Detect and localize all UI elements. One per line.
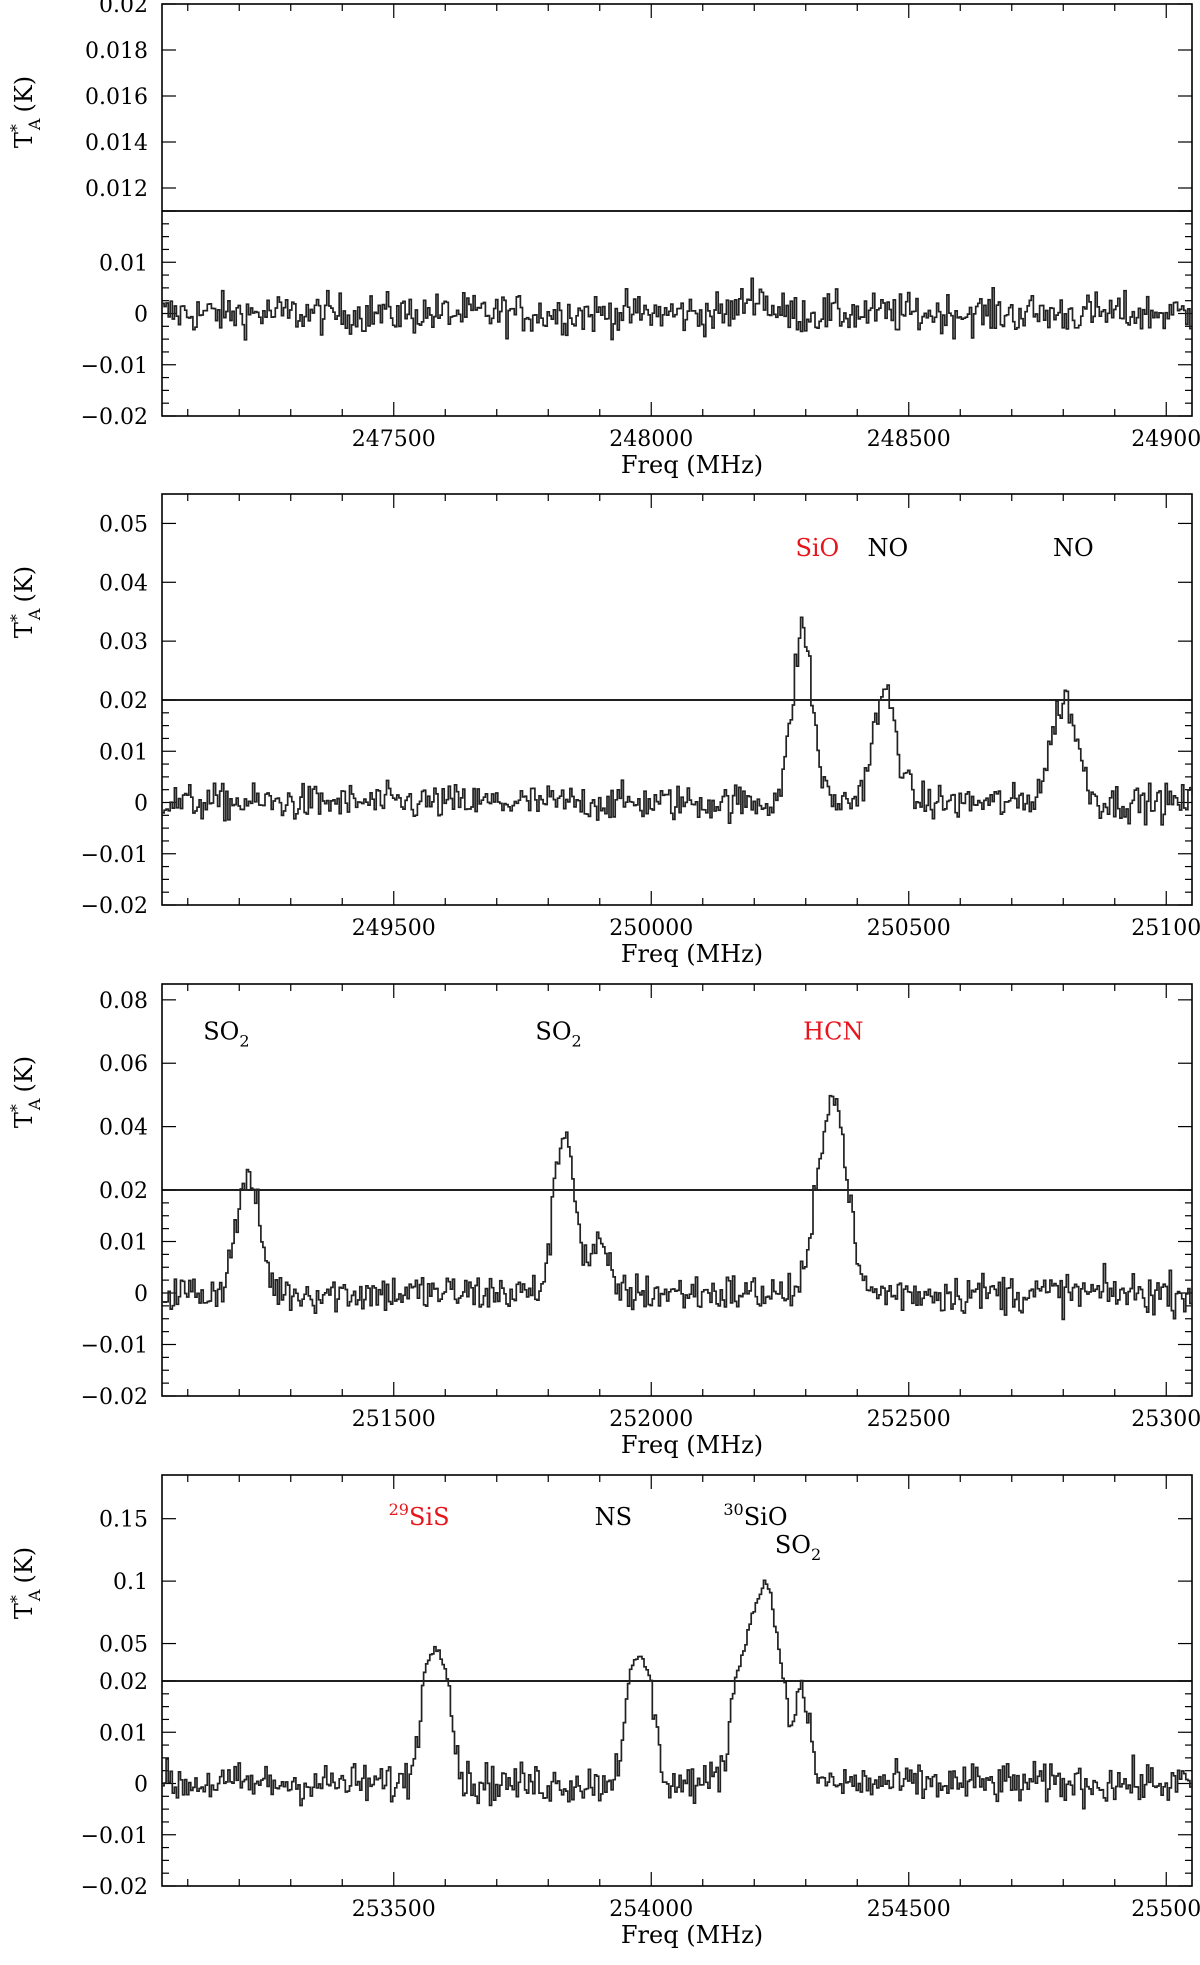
y-tick-label: −0.01: [81, 843, 148, 868]
y-tick-label: 0.02: [99, 1670, 148, 1695]
x-axis-label: Freq (MHz): [621, 940, 763, 968]
y-tick-label: 0.01: [99, 1721, 148, 1746]
y-tick-label: 0.03: [99, 630, 148, 655]
y-tick-label: −0.01: [81, 354, 148, 379]
x-tick-label: 248500: [867, 427, 951, 452]
y-tick-label: 0.1: [113, 1570, 148, 1595]
x-tick-label: 249500: [352, 916, 436, 941]
x-tick-label: 25100: [1131, 916, 1200, 941]
y-tick-label: 0.02: [99, 0, 148, 18]
y-axis-label: T*A(K): [7, 76, 44, 148]
x-axis-label: Freq (MHz): [621, 451, 763, 479]
x-tick-label: 25500: [1131, 1897, 1200, 1922]
y-axis-label: T*A(K): [7, 1547, 44, 1619]
x-tick-label: 25300: [1131, 1407, 1200, 1432]
line-label: NO: [868, 534, 909, 562]
spectrum-line: [162, 277, 1193, 341]
line-label: SiO: [795, 534, 839, 562]
chart-panel-2: 249500 250000 250500 25100 0.01 0 −0.01 −0.02 0.…: [7, 493, 1200, 968]
spectrum-line: [162, 1579, 1193, 1810]
spectrum-line: [162, 616, 1193, 826]
y-tick-label: 0: [134, 792, 148, 817]
y-tick-label: 0: [134, 1282, 148, 1307]
x-axis-label: Freq (MHz): [621, 1921, 763, 1949]
x-tick-label: 252500: [867, 1407, 951, 1432]
y-tick-label: 0.15: [99, 1508, 148, 1533]
line-label: SO2: [775, 1531, 821, 1564]
y-tick-label: 0.016: [85, 85, 148, 110]
x-axis-label: Freq (MHz): [621, 1431, 763, 1459]
y-tick-label: 0.04: [99, 571, 148, 596]
y-tick-label: 0.014: [85, 131, 148, 156]
x-tick-label: 247500: [352, 427, 436, 452]
y-tick-label: 0.06: [99, 1052, 148, 1077]
x-tick-label: 254000: [609, 1897, 693, 1922]
chart-panel-1: 247500 248000 248500 24900 0.01 0 −0.01 −0.02 0.…: [7, 0, 1200, 479]
line-label: NO: [1053, 534, 1094, 562]
chart-panel-4: 253500 254000 254500 25500 0.01 0 −0.01 −0.02 0.…: [7, 1474, 1200, 1949]
line-label: 29SiS: [389, 1500, 450, 1531]
y-tick-label: −0.02: [81, 1385, 148, 1410]
line-label: HCN: [803, 1017, 863, 1045]
y-tick-label: −0.02: [81, 1875, 148, 1900]
y-tick-label: 0: [134, 303, 148, 328]
y-tick-label: −0.02: [81, 894, 148, 919]
y-tick-label: 0.02: [99, 689, 148, 714]
y-tick-label: 0.01: [99, 251, 148, 276]
y-axis-label: T*A(K): [7, 1056, 44, 1128]
y-tick-label: 0.08: [99, 989, 148, 1014]
y-axis-label: T*A(K): [7, 566, 44, 638]
y-tick-label: 0.02: [99, 1179, 148, 1204]
x-tick-label: 252000: [609, 1407, 693, 1432]
y-tick-label: 0.01: [99, 740, 148, 765]
y-tick-label: 0.05: [99, 1633, 148, 1658]
x-tick-label: 251500: [352, 1407, 436, 1432]
y-tick-label: 0.05: [99, 512, 148, 537]
y-tick-label: −0.01: [81, 1824, 148, 1849]
y-tick-label: −0.02: [81, 405, 148, 430]
x-tick-label: 250000: [609, 916, 693, 941]
line-label: SO2: [535, 1017, 581, 1050]
line-label: 30SiO: [723, 1500, 787, 1531]
y-tick-label: 0.012: [85, 177, 148, 202]
y-tick-label: 0: [134, 1773, 148, 1798]
x-tick-label: 248000: [609, 427, 693, 452]
line-label: NS: [595, 1503, 632, 1531]
y-tick-label: 0.01: [99, 1231, 148, 1256]
spectrum-line: [162, 1094, 1193, 1321]
y-tick-label: 0.04: [99, 1116, 148, 1141]
line-label: SO2: [203, 1017, 249, 1050]
x-tick-label: 24900: [1131, 427, 1200, 452]
x-tick-label: 250500: [867, 916, 951, 941]
plot-frame: [161, 3, 1193, 417]
chart-panel-3: 251500 252000 252500 25300 0.01 0 −0.01 −0.02 0.…: [7, 983, 1200, 1459]
x-tick-label: 254500: [867, 1897, 951, 1922]
x-tick-label: 253500: [352, 1897, 436, 1922]
y-tick-label: −0.01: [81, 1334, 148, 1359]
y-tick-label: 0.018: [85, 39, 148, 64]
